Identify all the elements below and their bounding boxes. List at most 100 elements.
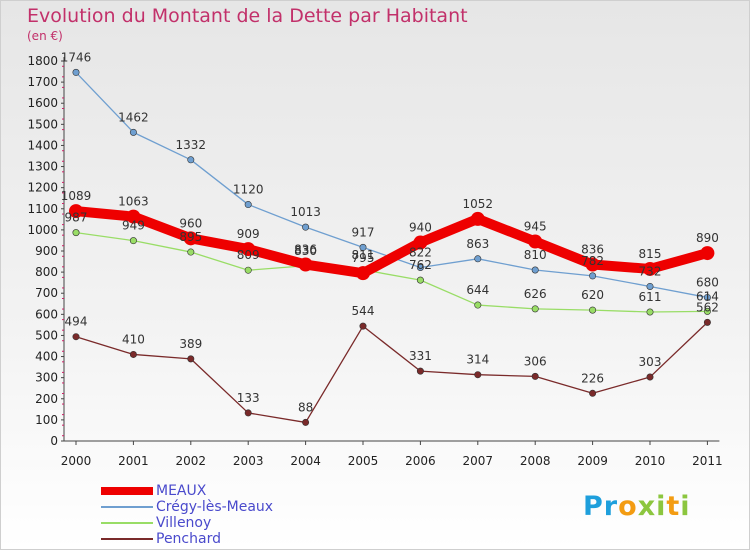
y-tick-label: 1000	[27, 223, 58, 237]
data-point-cregy-les-meaux	[416, 263, 424, 271]
data-point-meaux	[528, 234, 543, 249]
y-tick-label: 600	[35, 307, 58, 321]
y-tick-label: 1300	[27, 160, 58, 174]
data-label-meaux: 940	[409, 221, 432, 235]
data-label-penchard: 494	[65, 315, 88, 329]
data-point-meaux	[585, 257, 600, 272]
chart-title: Evolution du Montant de la Dette par Hab…	[27, 5, 468, 27]
data-point-meaux	[470, 211, 485, 226]
data-point-penchard	[589, 389, 597, 397]
y-tick-label: 1200	[27, 181, 58, 195]
data-point-villenoy	[474, 301, 482, 309]
data-label-meaux: 815	[639, 247, 662, 261]
legend-swatch	[101, 487, 153, 495]
y-tick-label: 900	[35, 244, 58, 258]
legend-swatch	[101, 522, 153, 524]
y-tick-label: 1100	[27, 202, 58, 216]
x-tick-label: 2010	[635, 454, 666, 468]
data-label-cregy-les-meaux: 1746	[61, 50, 92, 64]
data-label-penchard: 303	[639, 355, 662, 369]
data-point-cregy-les-meaux	[589, 272, 597, 280]
data-label-meaux: 909	[237, 227, 260, 241]
data-label-meaux: 1063	[118, 195, 149, 209]
legend-label: Crégy-lès-Meaux	[156, 499, 274, 515]
data-label-villenoy: 614	[696, 289, 719, 303]
data-point-cregy-les-meaux	[703, 293, 711, 301]
data-label-penchard: 331	[409, 349, 432, 363]
proxiti-logo: Proxiti	[583, 491, 691, 522]
data-point-penchard	[187, 355, 195, 363]
series-line-meaux	[75, 206, 709, 279]
data-label-penchard: 133	[237, 391, 260, 405]
data-label-cregy-les-meaux: 1120	[233, 183, 264, 197]
data-point-villenoy	[244, 266, 252, 274]
data-label-villenoy: 949	[122, 219, 145, 233]
data-point-meaux	[241, 242, 256, 257]
data-label-penchard: 389	[179, 337, 202, 351]
x-tick-label: 2001	[118, 454, 149, 468]
data-label-villenoy: 620	[581, 288, 604, 302]
data-label-villenoy: 987	[65, 211, 88, 225]
y-tick-label: 400	[35, 350, 58, 364]
data-point-villenoy	[416, 276, 424, 284]
x-tick-label: 2011	[692, 454, 723, 468]
data-label-penchard: 88	[298, 400, 313, 414]
data-label-cregy-les-meaux: 822	[409, 245, 432, 259]
x-tick-label: 2009	[577, 454, 608, 468]
y-tick-label: 1400	[27, 138, 58, 152]
data-label-penchard: 226	[581, 371, 604, 385]
data-label-meaux: 836	[294, 243, 317, 257]
logo-letter: t	[666, 491, 681, 522]
data-point-penchard	[474, 371, 482, 379]
data-point-penchard	[359, 322, 367, 330]
logo-letter: x	[637, 491, 657, 522]
data-point-villenoy	[129, 237, 137, 245]
data-point-meaux	[298, 257, 313, 272]
data-point-meaux	[69, 204, 83, 219]
legend-label: Penchard	[156, 531, 221, 547]
x-tick-label: 2004	[290, 454, 321, 468]
data-point-penchard	[244, 409, 252, 417]
data-label-villenoy: 809	[237, 248, 260, 262]
data-point-meaux	[126, 209, 141, 224]
data-label-meaux: 795	[352, 251, 375, 265]
data-label-villenoy: 611	[639, 290, 662, 304]
data-label-penchard: 410	[122, 332, 145, 346]
data-point-villenoy	[531, 305, 539, 313]
data-label-villenoy: 626	[524, 287, 547, 301]
series-line-villenoy	[75, 231, 708, 313]
series-line-penchard	[75, 321, 708, 424]
data-label-cregy-les-meaux: 782	[581, 254, 604, 268]
data-label-villenoy: 895	[179, 230, 202, 244]
y-tick-label: 100	[35, 413, 58, 427]
data-point-meaux	[183, 231, 198, 246]
data-point-cregy-les-meaux	[187, 156, 195, 164]
data-label-villenoy: 762	[409, 258, 432, 272]
y-tick-label: 500	[35, 328, 58, 342]
x-tick-label: 2000	[61, 454, 92, 468]
logo-letter: r	[603, 491, 619, 522]
legend-label: Villenoy	[156, 515, 212, 531]
data-point-villenoy	[646, 308, 654, 316]
data-label-penchard: 544	[352, 304, 375, 318]
data-label-cregy-les-meaux: 1462	[118, 110, 149, 124]
data-label-meaux: 1089	[61, 189, 92, 203]
legend-label: MEAUX	[156, 483, 207, 499]
x-tick-label: 2006	[405, 454, 436, 468]
data-point-penchard	[72, 333, 80, 341]
data-point-meaux	[413, 235, 428, 250]
data-point-penchard	[416, 367, 424, 375]
y-tick-label: 800	[35, 265, 58, 279]
x-tick-label: 2003	[233, 454, 264, 468]
legend-swatch	[101, 506, 153, 508]
data-point-cregy-les-meaux	[72, 68, 80, 76]
chart-subtitle: (en €)	[27, 29, 63, 43]
data-point-cregy-les-meaux	[244, 201, 252, 209]
data-point-meaux	[700, 246, 715, 261]
x-tick-label: 2007	[463, 454, 494, 468]
logo-letter: P	[583, 491, 604, 522]
data-point-villenoy	[187, 248, 195, 256]
data-label-villenoy: 811	[352, 248, 375, 262]
